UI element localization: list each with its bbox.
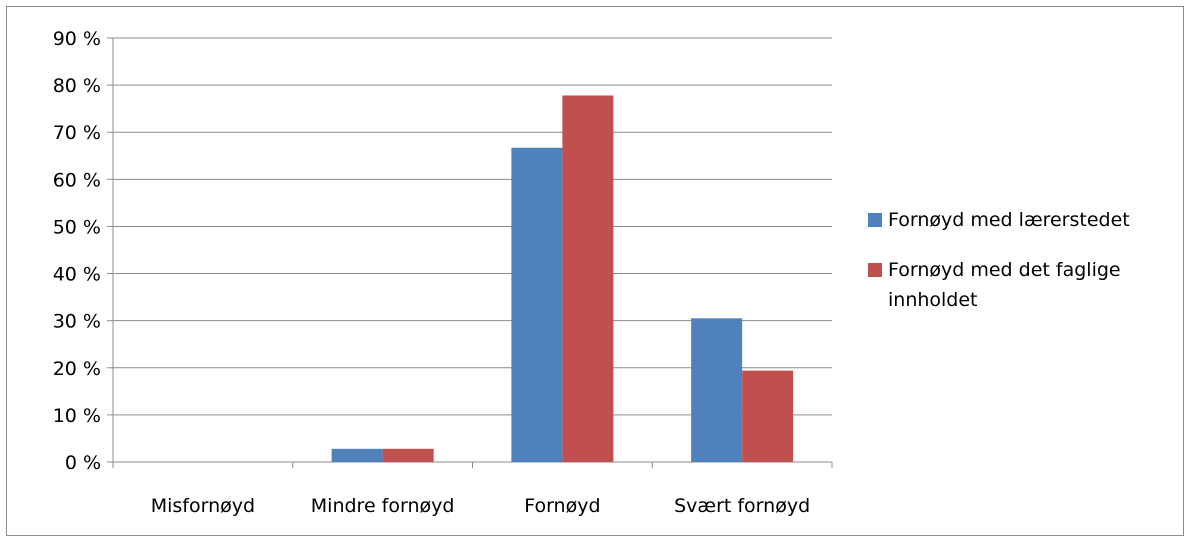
legend-label-series-2: Fornøyd med det faglige innholdet xyxy=(888,259,1121,311)
x-tick-label: Svært fornøyd xyxy=(674,495,810,517)
bars xyxy=(331,95,794,462)
legend-swatch-series-2 xyxy=(868,263,882,277)
y-tick-label: 50 % xyxy=(53,216,101,238)
x-tick-label: Fornøyd xyxy=(524,495,600,517)
legend-item-series-1: Fornøyd med lærerstedet xyxy=(868,205,1178,235)
bar-series-1-3 xyxy=(511,147,563,462)
y-tick-label: 90 % xyxy=(53,28,101,50)
y-tick-label: 60 % xyxy=(53,169,101,191)
y-tick-labels: 0 % 10 % 20 % 30 % 40 % 50 % 60 % 70 % 80 % 90 % xyxy=(53,28,101,474)
y-tick-label: 0 % xyxy=(65,452,101,474)
y-tick-label: 10 % xyxy=(53,405,101,427)
y-tick-label: 80 % xyxy=(53,75,101,97)
x-tick-label: Mindre fornøyd xyxy=(311,495,455,517)
y-tick-label: 20 % xyxy=(53,358,101,380)
bar-series-2-2 xyxy=(382,448,434,462)
y-tick-label: 30 % xyxy=(53,311,101,333)
x-tick-labels: Misfornøyd Mindre fornøyd Fornøyd Svært for… xyxy=(151,495,810,517)
y-tick-label: 70 % xyxy=(53,122,101,144)
y-tick-label: 40 % xyxy=(53,264,101,286)
legend: Fornøyd med lærerstedet Fornøyd med det … xyxy=(868,205,1178,335)
bar-series-1-4 xyxy=(691,318,743,462)
bar-series-2-3 xyxy=(562,95,614,462)
x-tick-label: Misfornøyd xyxy=(151,495,255,517)
bar-series-1-2 xyxy=(331,448,383,462)
legend-swatch-series-1 xyxy=(868,213,882,227)
legend-item-series-2: Fornøyd med det faglige innholdet xyxy=(868,255,1178,315)
bar-series-2-4 xyxy=(742,370,794,462)
legend-label-series-1: Fornøyd med lærerstedet xyxy=(888,209,1130,231)
